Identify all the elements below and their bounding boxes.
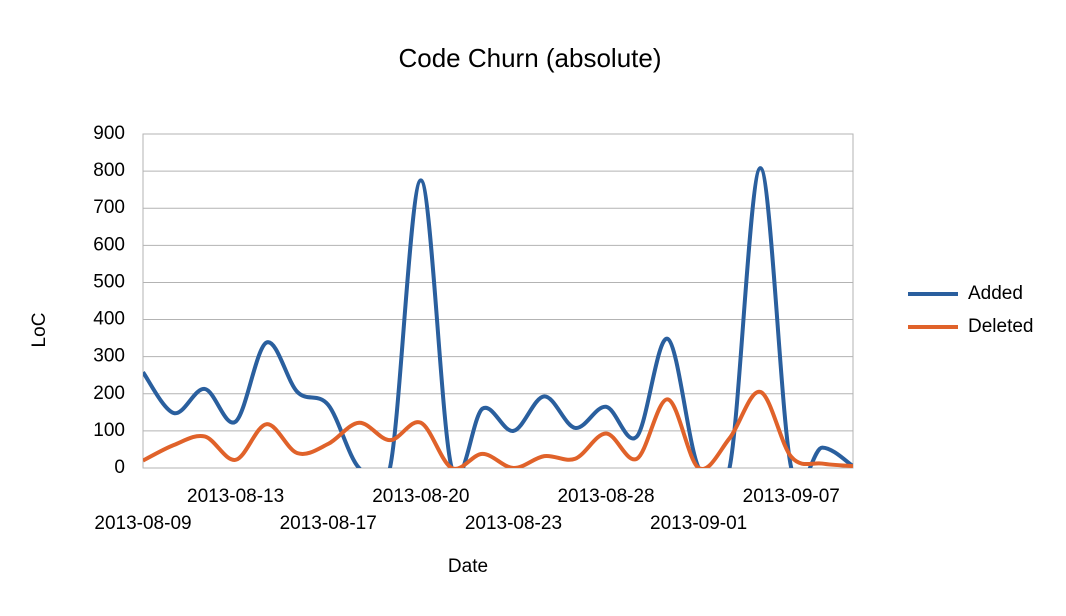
chart-title: Code Churn (absolute)	[398, 43, 661, 73]
x-tick-label: 2013-08-17	[280, 513, 377, 534]
x-tick-label: 2013-08-20	[372, 486, 469, 507]
y-tick-label: 800	[93, 160, 125, 181]
y-tick-label: 100	[93, 420, 125, 441]
y-tick-label: 900	[93, 123, 125, 144]
x-axis-title: Date	[448, 556, 488, 577]
legend: Added Deleted	[908, 283, 1034, 337]
x-tick-label: 2013-08-09	[94, 513, 191, 534]
x-tick-label: 2013-09-01	[650, 513, 747, 534]
y-tick-label: 500	[93, 271, 125, 292]
legend-label: Deleted	[968, 316, 1034, 337]
y-tick-label: 300	[93, 346, 125, 367]
series-line	[143, 389, 853, 468]
plot	[143, 166, 853, 468]
y-tick-label: 600	[93, 234, 125, 255]
y-tick-label: 400	[93, 309, 125, 330]
y-tick-label: 0	[114, 457, 125, 478]
y-axis-title: LoC	[29, 313, 50, 348]
x-tick-label: 2013-08-13	[187, 486, 284, 507]
y-tick-label: 200	[93, 383, 125, 404]
series-line	[143, 166, 853, 468]
y-tick-label: 700	[93, 197, 125, 218]
legend-label: Added	[968, 283, 1023, 304]
grid: 0 100 200 300 400 500 600 700 800 900 2013-08-09 20…	[93, 123, 854, 534]
x-tick-label: 2013-08-28	[557, 486, 654, 507]
x-tick-label: 2013-08-23	[465, 513, 562, 534]
x-tick-label: 2013-09-07	[743, 486, 840, 507]
